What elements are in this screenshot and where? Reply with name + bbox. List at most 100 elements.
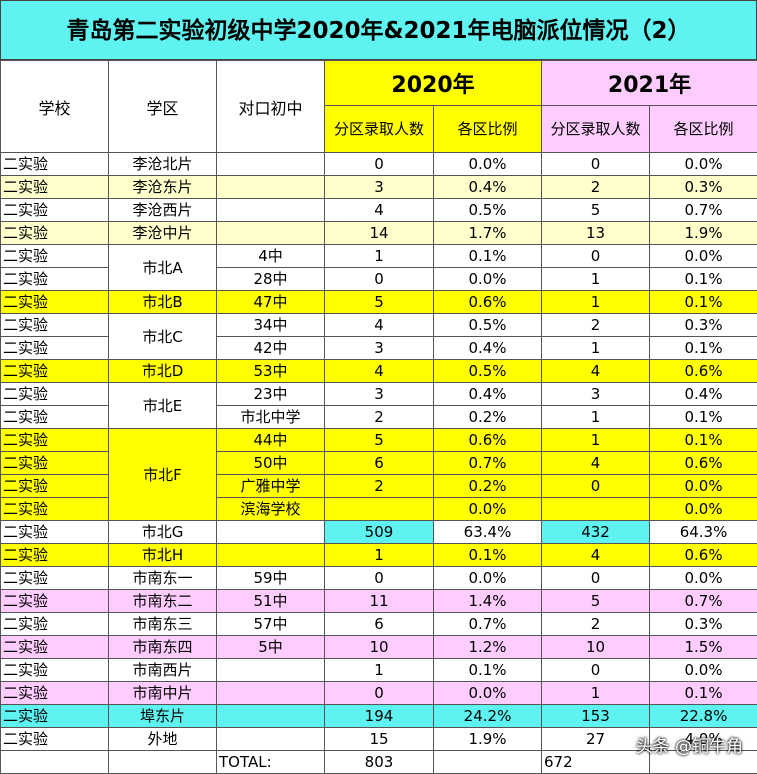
count-cell: 432 <box>542 521 650 544</box>
count-cell: 0 <box>542 245 650 268</box>
school-cell: 二实验 <box>1 659 109 682</box>
count-cell: 3 <box>325 383 434 406</box>
district-cell: 市北D <box>109 360 217 383</box>
school-cell: 二实验 <box>1 636 109 659</box>
header-cell: 各区比例 <box>650 106 757 153</box>
middle-cell <box>217 705 325 728</box>
header-cell: 分区录取人数 <box>325 106 434 153</box>
district-cell: 市北H <box>109 544 217 567</box>
ratio-cell: 0.5% <box>434 360 542 383</box>
ratio-cell: 0.1% <box>650 291 757 314</box>
ratio-cell: 0.0% <box>650 245 757 268</box>
count-cell: 1 <box>325 245 434 268</box>
count-cell: 10 <box>325 636 434 659</box>
year-header: 2021年 <box>542 61 757 106</box>
middle-cell: 34中 <box>217 314 325 337</box>
middle-cell <box>217 176 325 199</box>
ratio-cell: 0.1% <box>434 245 542 268</box>
count-cell: 5 <box>542 199 650 222</box>
count-cell: 1 <box>325 659 434 682</box>
district-cell: 李沧中片 <box>109 222 217 245</box>
middle-cell: 28中 <box>217 268 325 291</box>
count-cell: 5 <box>325 291 434 314</box>
ratio-cell: 0.7% <box>650 590 757 613</box>
ratio-cell: 0.6% <box>650 452 757 475</box>
count-cell: 0 <box>542 659 650 682</box>
school-cell: 二实验 <box>1 337 109 360</box>
count-cell: 2 <box>542 613 650 636</box>
watermark: 头条 @铜牛角 <box>636 732 743 757</box>
district-cell: 市北G <box>109 521 217 544</box>
header-cell: 分区录取人数 <box>542 106 650 153</box>
header-cell: 对口初中 <box>217 61 325 153</box>
ratio-cell: 0.6% <box>434 429 542 452</box>
district-cell: 市南中片 <box>109 682 217 705</box>
ratio-cell: 0.4% <box>434 383 542 406</box>
count-cell: 3 <box>325 337 434 360</box>
district-cell: 李沧东片 <box>109 176 217 199</box>
ratio-cell: 24.2% <box>434 705 542 728</box>
empty-cell <box>434 751 542 774</box>
middle-cell: 4中 <box>217 245 325 268</box>
district-cell: 市北F <box>109 429 217 521</box>
school-cell: 二实验 <box>1 245 109 268</box>
count-cell: 11 <box>325 590 434 613</box>
district-cell: 李沧北片 <box>109 153 217 176</box>
ratio-cell: 0.1% <box>434 659 542 682</box>
middle-cell <box>217 153 325 176</box>
count-cell: 3 <box>542 383 650 406</box>
ratio-cell: 0.7% <box>434 613 542 636</box>
school-cell: 二实验 <box>1 429 109 452</box>
school-cell: 二实验 <box>1 705 109 728</box>
district-cell: 市南东二 <box>109 590 217 613</box>
count-cell: 10 <box>542 636 650 659</box>
middle-cell: 44中 <box>217 429 325 452</box>
district-cell: 李沧西片 <box>109 199 217 222</box>
count-cell: 2 <box>542 176 650 199</box>
ratio-cell: 0.0% <box>434 268 542 291</box>
ratio-cell: 0.0% <box>650 153 757 176</box>
ratio-cell: 22.8% <box>650 705 757 728</box>
total-label: TOTAL: <box>217 751 325 774</box>
district-cell: 市北A <box>109 245 217 291</box>
count-cell: 1 <box>542 337 650 360</box>
header-cell: 学校 <box>1 61 109 153</box>
ratio-cell: 0.3% <box>650 613 757 636</box>
district-cell: 市南东一 <box>109 567 217 590</box>
count-cell: 4 <box>542 544 650 567</box>
school-cell: 二实验 <box>1 383 109 406</box>
district-cell: 埠东片 <box>109 705 217 728</box>
total-cell: 803 <box>325 751 434 774</box>
count-cell: 1 <box>542 406 650 429</box>
ratio-cell: 64.3% <box>650 521 757 544</box>
school-cell: 二实验 <box>1 613 109 636</box>
middle-cell: 滨海学校 <box>217 498 325 521</box>
school-cell: 二实验 <box>1 268 109 291</box>
ratio-cell: 1.9% <box>434 728 542 751</box>
ratio-cell: 0.1% <box>650 268 757 291</box>
middle-cell: 59中 <box>217 567 325 590</box>
school-cell: 二实验 <box>1 291 109 314</box>
total-cell: 672 <box>542 751 650 774</box>
count-cell: 0 <box>542 567 650 590</box>
ratio-cell: 0.0% <box>650 567 757 590</box>
count-cell <box>325 498 434 521</box>
empty-cell <box>1 751 109 774</box>
district-cell: 外地 <box>109 728 217 751</box>
ratio-cell: 0.1% <box>650 682 757 705</box>
ratio-cell: 0.0% <box>650 498 757 521</box>
ratio-cell: 0.1% <box>650 406 757 429</box>
middle-cell <box>217 728 325 751</box>
school-cell: 二实验 <box>1 544 109 567</box>
